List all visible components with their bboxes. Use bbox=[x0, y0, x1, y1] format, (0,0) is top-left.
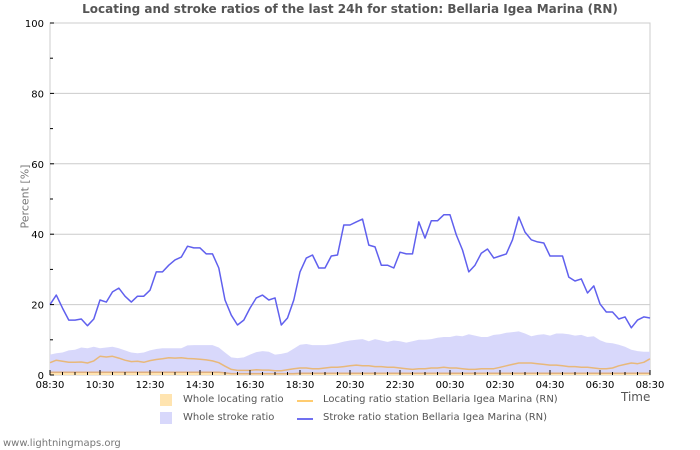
footer-credit: www.lightningmaps.org bbox=[3, 438, 121, 449]
x-tick-label: 12:30 bbox=[136, 380, 165, 391]
x-tick-label: 18:30 bbox=[286, 380, 315, 391]
x-tick-label: 08:30 bbox=[36, 380, 65, 391]
area-series bbox=[50, 331, 650, 375]
legend-label-whole-locating: Whole locating ratio bbox=[183, 394, 284, 405]
legend-swatch-whole-locating bbox=[160, 394, 172, 406]
y-tick-label: 80 bbox=[31, 89, 44, 100]
legend-label-locating-station: Locating ratio station Bellaria Igea Mar… bbox=[323, 394, 558, 405]
x-tick-label: 06:30 bbox=[586, 380, 615, 391]
x-tick-label: 10:30 bbox=[86, 380, 115, 391]
x-tick-label: 00:30 bbox=[436, 380, 465, 391]
y-tick-label: 100 bbox=[25, 19, 44, 30]
legend-label-whole-stroke: Whole stroke ratio bbox=[183, 412, 275, 423]
y-tick-label: 40 bbox=[31, 230, 44, 241]
x-tick-label: 08:30 bbox=[636, 380, 665, 391]
legend-swatch-locating-station bbox=[297, 400, 313, 402]
y-tick-label: 20 bbox=[31, 301, 44, 312]
chart-title: Locating and stroke ratios of the last 2… bbox=[82, 2, 618, 16]
x-tick-label: 22:30 bbox=[386, 380, 415, 391]
x-axis-label: Time bbox=[621, 390, 651, 404]
legend-swatch-whole-stroke bbox=[160, 412, 172, 424]
y-axis-label: Percent [%] bbox=[18, 164, 32, 229]
axes: 0 20 40 60 80 100 08:30 10:30 12:30 14:30 16:30 18:… bbox=[25, 19, 665, 391]
x-tick-label: 16:30 bbox=[236, 380, 265, 391]
x-tick-label: 04:30 bbox=[536, 380, 565, 391]
y-tick-label: 60 bbox=[31, 160, 44, 171]
y-tick-label: 0 bbox=[38, 371, 44, 382]
x-tick-label: 02:30 bbox=[486, 380, 515, 391]
grid-lines bbox=[49, 22, 651, 376]
x-tick-label: 20:30 bbox=[336, 380, 365, 391]
legend-label-stroke-station: Stroke ratio station Bellaria Igea Marin… bbox=[323, 412, 548, 423]
x-tick-label: 14:30 bbox=[186, 380, 215, 391]
legend-swatch-stroke-station bbox=[297, 418, 313, 420]
